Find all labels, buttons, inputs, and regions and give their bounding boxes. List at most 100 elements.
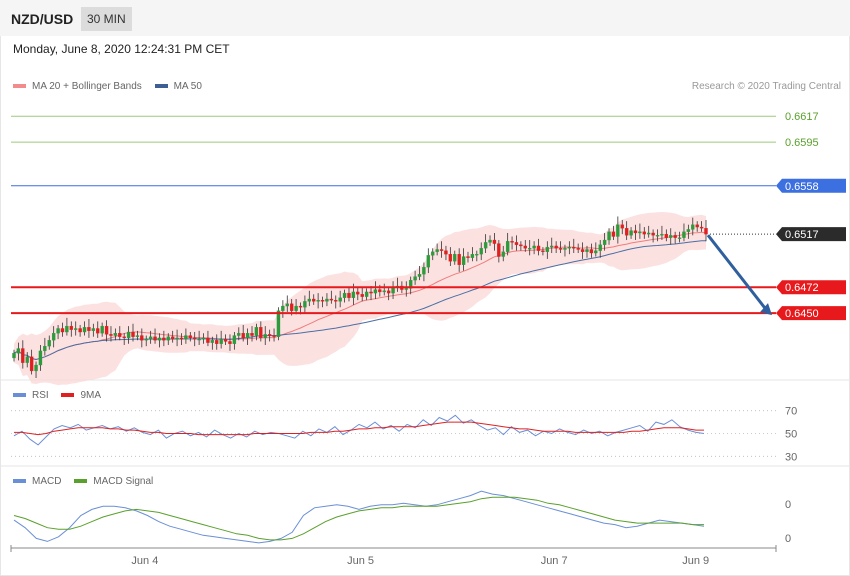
candle-body (325, 298, 329, 302)
candle-body (691, 224, 695, 230)
candle-body (153, 336, 157, 341)
candle-body (373, 289, 378, 294)
candle-body (382, 290, 386, 293)
price-tag (776, 178, 846, 193)
candle-body (629, 230, 633, 236)
candle-body (386, 290, 391, 294)
legend-label: MACD (32, 476, 62, 487)
candle-body (466, 256, 470, 258)
candle-body (514, 242, 519, 245)
candle-body (558, 248, 563, 250)
legend-label: MACD Signal (93, 476, 154, 487)
rsi-tick-label: 50 (785, 429, 797, 441)
candle-body (523, 245, 527, 249)
candle-body (704, 228, 708, 235)
candle-body (56, 328, 60, 334)
candle-body (285, 303, 289, 307)
candle-body (585, 249, 589, 252)
chart-header: NZD/USD 30 MIN (0, 0, 850, 36)
timeframe-badge[interactable]: 30 MIN (81, 7, 132, 31)
candle-body (126, 331, 131, 339)
candle-body (532, 245, 536, 249)
candle-body (170, 336, 175, 340)
rsi-legend: RSI 9MA (13, 390, 111, 401)
legend-label: 9MA (80, 390, 102, 401)
candle-body (232, 335, 237, 344)
candle-body (25, 356, 29, 363)
main-legend: MA 20 + Bollinger Bands MA 50 (13, 81, 212, 92)
candle-body (303, 301, 307, 308)
candle-body (695, 224, 699, 228)
candle-body (439, 249, 444, 251)
candle-body (131, 331, 135, 337)
candle-body (563, 248, 567, 250)
macd-legend: MACD MACD Signal (13, 476, 163, 487)
candle-body (307, 298, 312, 302)
legend-label: MA 20 + Bollinger Bands (32, 81, 142, 92)
candle-body (483, 242, 488, 249)
candle-body (206, 337, 210, 343)
forecast-arrow-line (706, 234, 767, 310)
candle-body (431, 251, 435, 256)
candle-body (267, 334, 272, 336)
candle-body (12, 353, 16, 359)
macd-signal-line (13, 496, 704, 541)
candle-body (197, 338, 201, 341)
candle-body (435, 249, 439, 252)
candle-body (157, 337, 162, 341)
credit-text: Research © 2020 Trading Central (691, 81, 841, 92)
candle-body (104, 325, 109, 335)
candle-body (699, 226, 704, 229)
candle-body (259, 327, 263, 339)
candle-body (580, 249, 585, 252)
candle-body (87, 327, 91, 331)
candle-body (210, 340, 215, 343)
x-tick-label: Jun 4 (131, 555, 158, 567)
candle-body (272, 335, 276, 337)
candle-body (589, 249, 594, 254)
candle-body (338, 297, 342, 302)
candle-body (241, 333, 245, 339)
candle-body (276, 310, 281, 337)
candle-body (501, 251, 505, 257)
candle-body (250, 333, 254, 336)
candle-body (351, 291, 356, 298)
candle-body (122, 336, 126, 339)
x-tick-label: Jun 9 (682, 555, 709, 567)
candle-body (479, 248, 483, 255)
candle-body (219, 338, 223, 344)
candle-body (364, 291, 369, 297)
candle-body (118, 333, 122, 337)
candle-body (576, 248, 580, 250)
candle-body (228, 341, 232, 344)
bollinger-band (14, 212, 706, 386)
forecast-arrow-head (760, 303, 772, 316)
candle-body (519, 244, 523, 247)
candle-body (215, 340, 219, 344)
candle-body (470, 254, 475, 258)
candle-body (113, 333, 118, 336)
timestamp: Monday, June 8, 2020 12:24:31 PM CET (13, 42, 230, 56)
candle-body (16, 348, 21, 354)
candle-body (29, 356, 34, 372)
price-tag-label: 0.6472 (785, 282, 819, 294)
legend-item-macd-signal: MACD Signal (74, 476, 153, 487)
candle-body (312, 298, 316, 302)
symbol-title: NZD/USD (11, 11, 74, 27)
candle-body (554, 245, 558, 249)
candle-body (457, 254, 461, 265)
candle-body (38, 350, 43, 366)
candle-body (135, 335, 140, 337)
rsi-tick-label: 30 (785, 451, 797, 463)
candle-body (461, 256, 466, 265)
price-tag-label: 0.6617 (785, 111, 819, 123)
candle-body (404, 288, 408, 290)
candle-body (660, 233, 664, 236)
candle-body (673, 235, 677, 238)
price-tag-label: 0.6517 (785, 229, 819, 241)
candle-body (607, 231, 611, 241)
candle-body (510, 241, 514, 243)
candle-body (492, 239, 497, 244)
candle-body (624, 228, 629, 236)
